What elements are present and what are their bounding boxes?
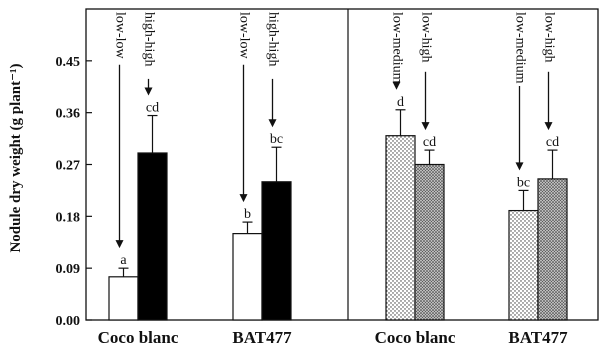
significance-letter: a xyxy=(120,253,127,268)
bar xyxy=(108,276,139,321)
treatment-annotation: high-high xyxy=(141,12,156,66)
treatment-annotation: low-medium xyxy=(512,12,527,84)
bar xyxy=(537,178,568,321)
bar xyxy=(261,181,292,321)
treatment-annotation: low-low xyxy=(112,12,127,60)
y-tick-label: 0.45 xyxy=(56,55,81,70)
arrow-head xyxy=(115,240,124,249)
significance-letter: cd xyxy=(146,101,159,116)
arrow-head xyxy=(421,122,430,131)
bar xyxy=(508,209,539,321)
significance-letter: bc xyxy=(270,132,283,147)
category-label: Coco blanc xyxy=(98,328,179,347)
significance-letter: b xyxy=(244,207,251,222)
treatment-annotation: low-low xyxy=(236,12,251,60)
y-tick-label: 0.27 xyxy=(56,159,81,174)
arrow-head xyxy=(544,122,553,131)
y-tick-label: 0.18 xyxy=(56,210,81,225)
significance-letter: cd xyxy=(423,135,436,150)
category-label: Coco blanc xyxy=(375,328,456,347)
bar xyxy=(385,135,416,321)
bar xyxy=(137,152,168,321)
treatment-annotation: low-medium xyxy=(389,12,404,84)
arrow-head xyxy=(392,81,401,90)
arrow-head xyxy=(515,162,524,171)
treatment-annotation: high-high xyxy=(265,12,280,66)
y-axis-label: Nodule dry weight (g plant⁻¹) xyxy=(8,63,24,252)
arrow-head xyxy=(239,194,248,203)
category-label: BAT477 xyxy=(232,328,292,347)
significance-letter: cd xyxy=(546,135,559,150)
arrow-head xyxy=(144,87,153,96)
axes xyxy=(85,8,599,321)
bar xyxy=(414,163,445,321)
treatment-annotation: low-high xyxy=(418,12,433,63)
category-label: BAT477 xyxy=(508,328,568,347)
bar xyxy=(232,233,263,321)
arrow-head xyxy=(268,119,277,128)
y-tick-label: 0.36 xyxy=(56,107,81,122)
treatment-annotation: low-high xyxy=(541,12,556,63)
significance-letter: d xyxy=(397,95,404,110)
y-tick-label: 0.09 xyxy=(56,262,81,277)
y-tick-label: 0.00 xyxy=(56,314,81,329)
bars xyxy=(108,109,568,321)
significance-letter: bc xyxy=(517,175,530,190)
